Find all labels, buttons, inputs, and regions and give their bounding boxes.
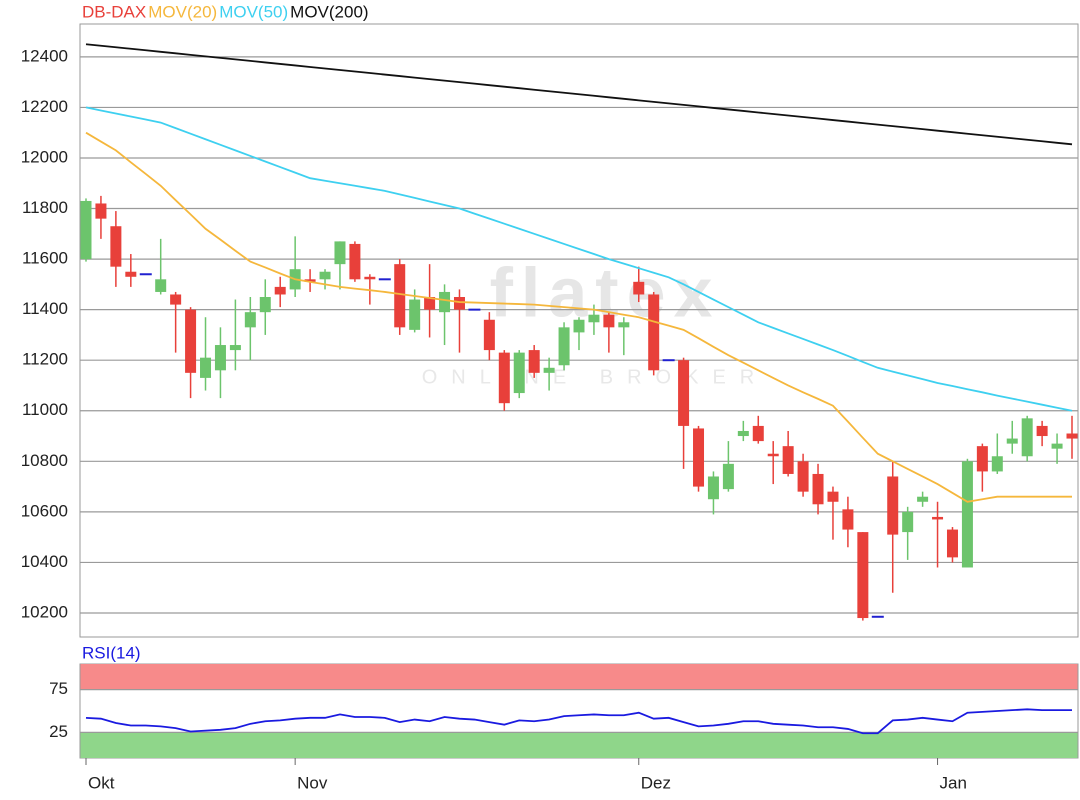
legend-entry: DB-DAX [82, 2, 146, 21]
candle-body [259, 297, 271, 313]
candle-body [1051, 443, 1063, 449]
candle-body [573, 319, 585, 333]
x-tick-label: Nov [297, 773, 328, 792]
y-tick-label: 12000 [21, 147, 68, 166]
candle-body [722, 463, 734, 490]
band [80, 664, 1078, 690]
watermark: flatex [490, 253, 721, 331]
candle-body [543, 367, 555, 373]
candle-body [334, 241, 346, 265]
y-tick-label: 10800 [21, 451, 68, 470]
candle-body [902, 511, 914, 533]
candle-body [887, 476, 899, 535]
candle-body [842, 509, 854, 530]
watermark-sub: ONLINE BROKER [422, 366, 768, 388]
candle-body [752, 425, 764, 442]
candle-body [498, 352, 510, 404]
candle-body [1021, 418, 1033, 457]
candle-body [364, 276, 376, 280]
candle-body [424, 297, 436, 310]
candle-body [976, 446, 988, 472]
candle-body [170, 294, 182, 305]
band [80, 732, 1078, 758]
candle-body [917, 496, 929, 502]
y-tick-label: 11200 [22, 350, 68, 369]
line-series [85, 106, 1073, 412]
candle-body [185, 309, 197, 373]
candle-body [319, 271, 331, 280]
candle-body [946, 529, 958, 558]
candle-body [439, 291, 451, 313]
candle-body [558, 327, 570, 366]
candle-body [961, 461, 973, 568]
y-tick-label: 10600 [21, 501, 68, 520]
candle-body [767, 453, 779, 457]
candle-body [812, 473, 824, 505]
candle-body [409, 299, 421, 330]
y-tick-label: 11000 [22, 400, 68, 419]
candle-body [797, 461, 809, 492]
candle-body [737, 430, 749, 437]
candle-body [394, 264, 406, 328]
candle-body [200, 357, 212, 378]
candle-body [304, 279, 316, 282]
line-series [85, 131, 1072, 503]
y-tick-label: 25 [49, 722, 68, 741]
candle-body [155, 279, 167, 292]
candle-body [932, 516, 944, 520]
y-tick-label: 12200 [21, 97, 68, 116]
candle-body [1066, 433, 1078, 439]
candle-body [618, 322, 630, 328]
candle-body [110, 226, 122, 267]
candle-body [453, 297, 465, 310]
candle-body [125, 271, 137, 277]
candle-body [603, 314, 615, 328]
x-tick-label: Okt [88, 773, 115, 792]
x-tick-label: Dez [641, 773, 671, 792]
candle-body [693, 428, 705, 487]
candle-body [782, 446, 794, 474]
candle-body [80, 200, 92, 260]
legend-entry: RSI(14) [82, 643, 141, 662]
x-tick-label: Jan [940, 773, 967, 792]
y-tick-label: 11400 [22, 299, 68, 318]
candle-body [274, 286, 286, 295]
y-tick-label: 11600 [22, 249, 68, 268]
candle-body [528, 350, 540, 373]
legend-entry: MOV(200) [290, 2, 368, 21]
candle-body [95, 203, 107, 219]
legend-entry: MOV(50) [219, 2, 288, 21]
candle-body [991, 456, 1003, 472]
candle-body [588, 314, 600, 323]
line-series [85, 708, 1072, 735]
candle-body [707, 476, 719, 500]
line-series [85, 43, 1073, 146]
candle-body [214, 345, 226, 371]
candle-body [857, 532, 869, 619]
candle-body [244, 312, 256, 328]
y-tick-label: 10200 [21, 602, 68, 621]
y-tick-label: 75 [49, 679, 68, 698]
candle-body [648, 294, 660, 371]
candle-body [633, 281, 645, 295]
candle-body [1036, 425, 1048, 437]
y-tick-label: 10400 [21, 552, 68, 571]
y-tick-label: 12400 [21, 46, 68, 65]
candle-body [678, 360, 690, 426]
candle-body [513, 352, 525, 394]
candle-body [1006, 438, 1018, 444]
legend-entry: MOV(20) [148, 2, 217, 21]
candle-body [229, 345, 241, 351]
y-tick-label: 11800 [22, 198, 68, 217]
candle-body [349, 243, 361, 280]
candle-body [827, 491, 839, 502]
candle-body [483, 319, 495, 351]
